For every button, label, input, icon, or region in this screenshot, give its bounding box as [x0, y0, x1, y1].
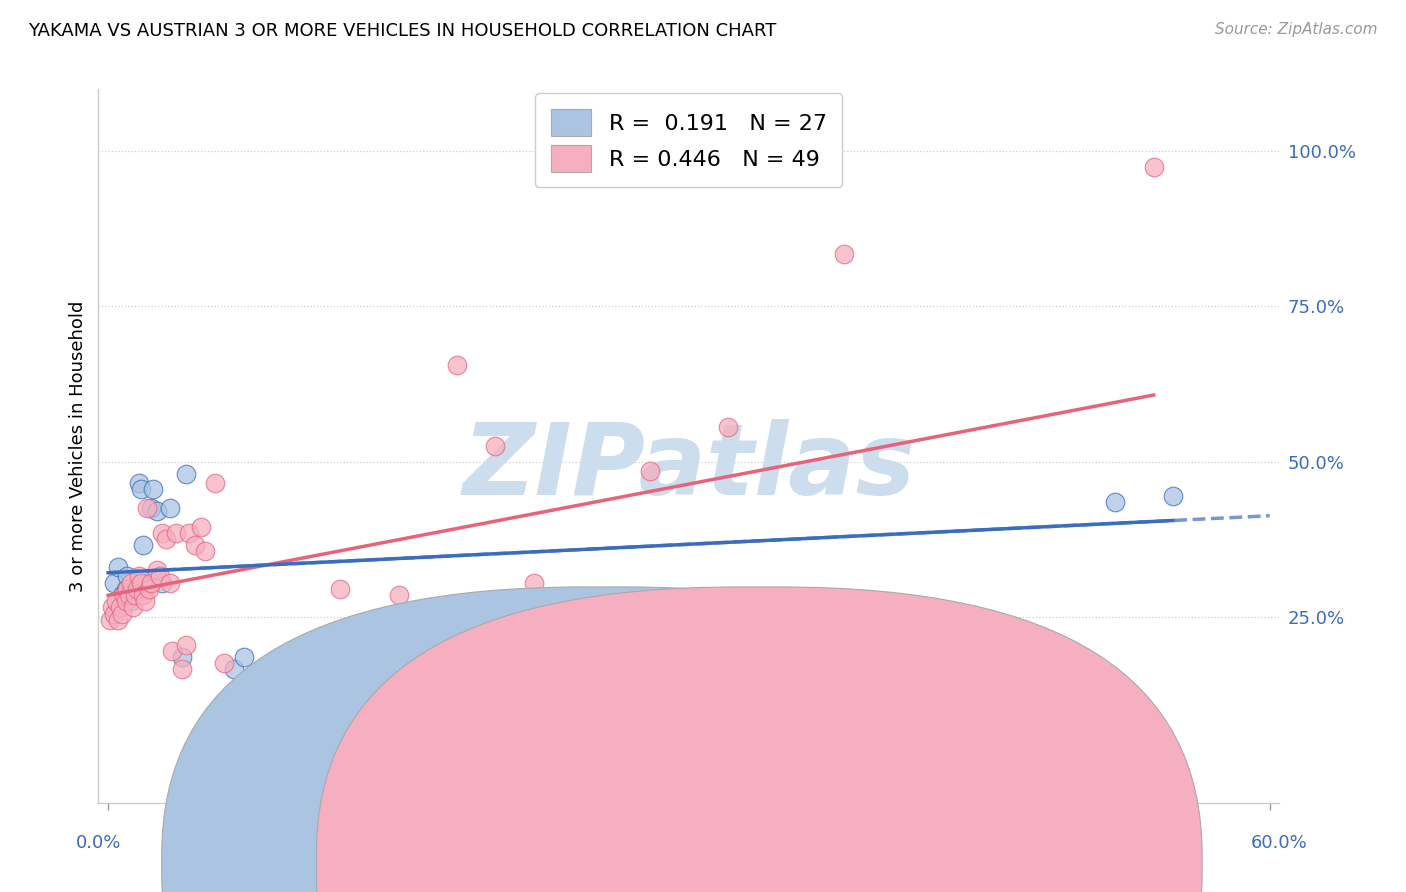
Point — [446, 359, 468, 373]
Text: 60.0%: 60.0% — [1251, 834, 1308, 852]
Point — [170, 662, 193, 676]
Text: Source: ZipAtlas.com: Source: ZipAtlas.com — [1215, 22, 1378, 37]
Point — [118, 588, 141, 602]
Point — [523, 575, 546, 590]
Point — [103, 575, 125, 590]
Point — [114, 594, 136, 608]
Point — [120, 594, 142, 608]
Point — [112, 594, 135, 608]
Point — [129, 483, 152, 497]
Point — [581, 594, 603, 608]
Point — [112, 588, 135, 602]
Point — [122, 600, 145, 615]
Point — [138, 582, 160, 596]
Point — [135, 501, 157, 516]
Point — [150, 525, 173, 540]
Point — [107, 560, 129, 574]
Point — [128, 569, 150, 583]
Point — [165, 525, 187, 540]
Point — [329, 582, 352, 596]
Point — [108, 600, 131, 615]
Point — [117, 582, 139, 596]
Point — [190, 519, 212, 533]
Point — [103, 607, 125, 621]
Point — [101, 600, 124, 615]
Point — [717, 420, 740, 434]
Point — [122, 588, 145, 602]
Point — [484, 439, 506, 453]
Point — [160, 644, 183, 658]
Point — [134, 594, 156, 608]
Text: Yakama: Yakama — [633, 855, 702, 873]
Point — [150, 575, 173, 590]
Point — [159, 575, 181, 590]
Point — [159, 501, 181, 516]
Point — [111, 588, 134, 602]
Point — [135, 575, 157, 590]
Text: YAKAMA VS AUSTRIAN 3 OR MORE VEHICLES IN HOUSEHOLD CORRELATION CHART: YAKAMA VS AUSTRIAN 3 OR MORE VEHICLES IN… — [28, 22, 776, 40]
Point — [104, 594, 127, 608]
Point — [132, 588, 155, 602]
Point — [174, 638, 197, 652]
Point — [127, 582, 149, 596]
Point — [114, 582, 136, 596]
Point — [1161, 489, 1184, 503]
Point — [145, 563, 167, 577]
Point — [387, 588, 409, 602]
Point — [139, 575, 162, 590]
Text: 0.0%: 0.0% — [76, 834, 121, 852]
Point — [149, 569, 172, 583]
Point — [638, 464, 661, 478]
Point — [174, 467, 197, 481]
Point — [179, 525, 201, 540]
Point — [204, 476, 226, 491]
Point — [232, 650, 254, 665]
Point — [142, 483, 165, 497]
Point — [170, 650, 193, 665]
Point — [145, 504, 167, 518]
Point — [406, 674, 429, 689]
Point — [1104, 495, 1126, 509]
Point — [129, 575, 152, 590]
Point — [124, 588, 146, 602]
Point — [1104, 674, 1126, 689]
Point — [832, 246, 855, 260]
Point — [155, 532, 177, 546]
Point — [184, 538, 207, 552]
Point — [120, 575, 142, 590]
Point — [128, 476, 150, 491]
Legend: R =  0.191   N = 27, R = 0.446   N = 49: R = 0.191 N = 27, R = 0.446 N = 49 — [536, 93, 842, 187]
Point — [117, 569, 139, 583]
Point — [139, 501, 162, 516]
Point — [98, 613, 121, 627]
Point — [678, 718, 700, 732]
Point — [222, 662, 245, 676]
Text: ZIPatlas: ZIPatlas — [463, 419, 915, 516]
Point — [124, 582, 146, 596]
Text: Austrians: Austrians — [787, 855, 872, 873]
Point — [132, 538, 155, 552]
Point — [111, 607, 134, 621]
Point — [107, 613, 129, 627]
Point — [194, 544, 217, 558]
Point — [1142, 160, 1164, 174]
Y-axis label: 3 or more Vehicles in Household: 3 or more Vehicles in Household — [69, 301, 87, 591]
Point — [118, 588, 141, 602]
Point — [214, 656, 236, 670]
